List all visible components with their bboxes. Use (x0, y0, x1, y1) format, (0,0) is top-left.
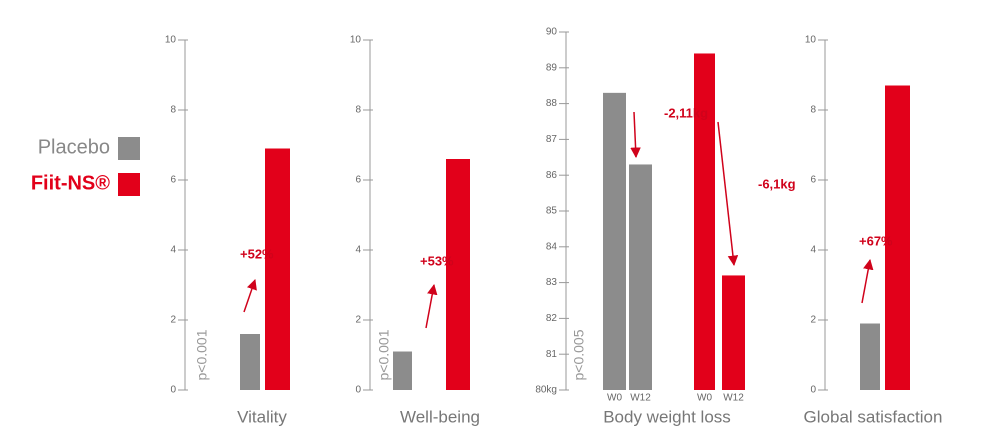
y-tick-label: 2 (170, 315, 176, 326)
bar (393, 351, 412, 390)
chart-title: Global satisfaction (804, 407, 943, 426)
y-tick-label: 10 (165, 35, 177, 46)
y-tick-label: 83 (546, 277, 558, 288)
y-tick-label: 10 (805, 35, 817, 46)
y-tick-label: 81 (546, 349, 558, 360)
annotation: +53% (420, 253, 454, 268)
x-tick-label: W0 (607, 393, 622, 404)
arrow (861, 258, 874, 304)
y-tick-label: 2 (355, 315, 361, 326)
y-tick-label: 8 (810, 105, 816, 116)
bar (694, 53, 715, 390)
annotation: -6,1kg (758, 176, 796, 191)
y-tick-label: 86 (546, 170, 558, 181)
arrow (630, 111, 641, 159)
x-tick-label: W0 (697, 393, 712, 404)
arrow (717, 121, 739, 267)
arrow (243, 279, 257, 313)
chart-title: Body weight loss (603, 407, 731, 426)
y-tick-label: 84 (546, 241, 558, 252)
bar (265, 148, 290, 390)
legend-label: Placebo (38, 136, 110, 158)
y-tick-label: 4 (170, 245, 176, 256)
x-tick-label: W12 (723, 393, 744, 404)
y-tick-label: 6 (810, 175, 816, 186)
y-tick-label: 89 (546, 62, 558, 73)
annotation: +52% (240, 246, 274, 261)
y-tick-label: 87 (546, 134, 558, 145)
bar (860, 323, 880, 390)
legend-label: Fiit-NS® (31, 172, 110, 194)
bar (885, 85, 910, 390)
y-tick-label: 88 (546, 98, 558, 109)
legend-swatch (118, 137, 140, 160)
y-tick-label: 10 (350, 35, 362, 46)
y-tick-label: 80kg (535, 385, 557, 396)
bar (240, 334, 260, 390)
y-tick-label: 4 (810, 245, 816, 256)
y-tick-label: 2 (810, 315, 816, 326)
p-value: p<0.001 (376, 329, 392, 380)
y-tick-label: 8 (355, 105, 361, 116)
bar (446, 159, 470, 390)
y-tick-label: 6 (355, 175, 361, 186)
y-tick-label: 4 (355, 245, 361, 256)
bar (629, 164, 652, 390)
p-value: p<0.005 (571, 329, 587, 380)
bar (603, 92, 626, 391)
y-tick-label: 0 (810, 385, 816, 396)
y-tick-label: 85 (546, 206, 558, 217)
legend-swatch (118, 173, 140, 196)
y-tick-label: 0 (170, 385, 176, 396)
chart-title: Well-being (400, 407, 480, 426)
chart-title: Vitality (237, 407, 287, 426)
y-tick-label: 90 (546, 27, 558, 38)
y-tick-label: 0 (355, 385, 361, 396)
y-tick-label: 82 (546, 313, 558, 324)
p-value: p<0.001 (194, 329, 210, 380)
y-tick-label: 8 (170, 105, 176, 116)
annotation: -2,11kg (664, 105, 708, 120)
x-tick-label: W12 (630, 393, 651, 404)
annotation: +67% (859, 233, 893, 248)
bar (722, 275, 745, 390)
arrow (425, 283, 438, 329)
y-tick-label: 6 (170, 175, 176, 186)
